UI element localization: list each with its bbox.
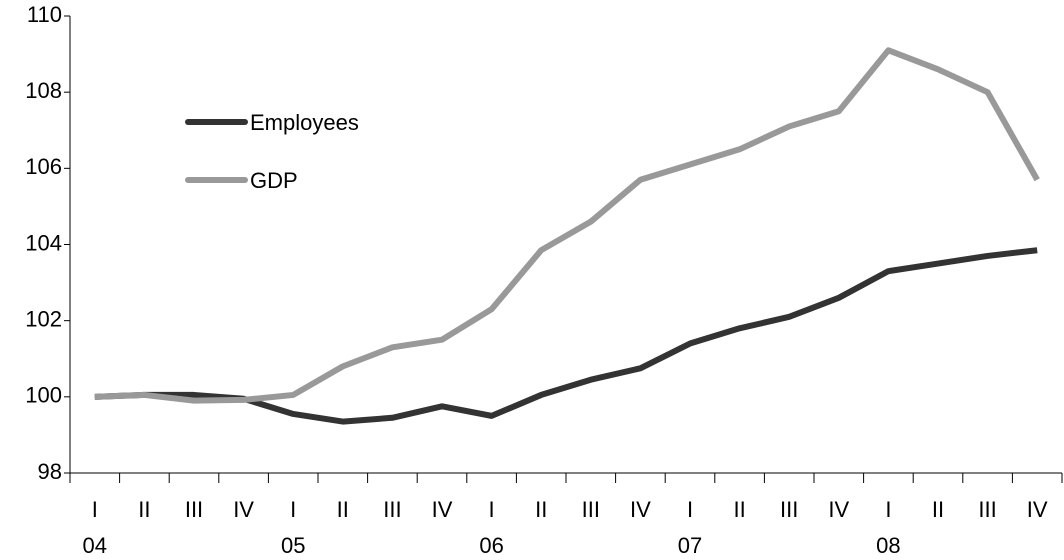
x-tick-label: III [185, 497, 203, 522]
year-label: 07 [678, 533, 702, 558]
year-label: 05 [281, 533, 305, 558]
x-tick-label: III [582, 497, 600, 522]
y-tick-label: 98 [38, 459, 62, 484]
x-tick-label: III [978, 497, 996, 522]
x-tick-label: I [885, 497, 891, 522]
y-tick-label: 108 [25, 78, 62, 103]
year-label: 08 [876, 533, 900, 558]
series-line [94, 47, 1040, 404]
x-tick-label: II [733, 497, 745, 522]
legend-label: Employees [250, 110, 359, 135]
x-tick-label: IV [233, 497, 254, 522]
x-tick-label: IV [432, 497, 453, 522]
x-tick-label: II [535, 497, 547, 522]
series-line [94, 247, 1038, 425]
year-label: 06 [479, 533, 503, 558]
x-tick-label: I [489, 497, 495, 522]
year-label: 04 [83, 533, 107, 558]
x-tick-label: I [687, 497, 693, 522]
y-tick-label: 104 [25, 230, 62, 255]
x-tick-label: II [337, 497, 349, 522]
y-tick-label: 106 [25, 154, 62, 179]
x-tick-label: IV [1027, 497, 1048, 522]
x-tick-label: III [383, 497, 401, 522]
legend-label: GDP [250, 168, 298, 193]
x-tick-label: II [932, 497, 944, 522]
x-tick-label: IV [630, 497, 651, 522]
x-tick-label: I [92, 497, 98, 522]
y-tick-label: 110 [27, 2, 62, 27]
x-tick-label: I [290, 497, 296, 522]
x-tick-label: II [138, 497, 150, 522]
x-tick-label: IV [828, 497, 849, 522]
y-tick-label: 102 [25, 306, 62, 331]
y-tick-label: 100 [25, 383, 62, 408]
x-tick-label: III [780, 497, 798, 522]
